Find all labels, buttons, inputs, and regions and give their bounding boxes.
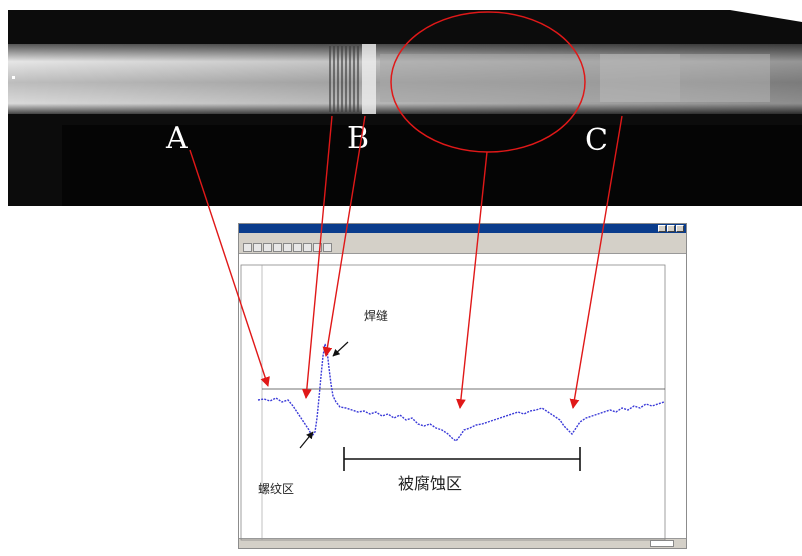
window-titlebar [239, 224, 686, 233]
toolbar-button-2[interactable] [253, 242, 262, 252]
label-c: C [585, 123, 608, 158]
toolbar-button-1[interactable] [243, 242, 252, 252]
thread-stripes [329, 46, 359, 112]
menu-bar [239, 233, 686, 241]
toolbar [239, 241, 686, 254]
toolbar-button-4[interactable] [273, 242, 282, 252]
toolbar-button-8[interactable] [313, 242, 322, 252]
corroded-zone-label: 被腐蚀区 [398, 474, 463, 493]
pipe-photo: A B C [0, 0, 802, 210]
toolbar-button-6[interactable] [293, 242, 302, 252]
weld-label: 焊缝 [364, 309, 389, 323]
maximize-button[interactable] [667, 225, 675, 232]
close-button[interactable] [676, 225, 684, 232]
label-b: B [347, 121, 369, 156]
status-bar [239, 538, 686, 548]
status-field [650, 540, 674, 547]
minimize-button[interactable] [658, 225, 666, 232]
label-a: A [165, 121, 188, 156]
corrosion-circle [390, 11, 586, 153]
thread-zone-label: 螺纹区 [258, 482, 295, 496]
toolbar-button-9[interactable] [323, 242, 332, 252]
toolbar-button-3[interactable] [263, 242, 272, 252]
toolbar-button-7[interactable] [303, 242, 312, 252]
inspection-app-window [238, 223, 687, 549]
toolbar-button-5[interactable] [283, 242, 292, 252]
